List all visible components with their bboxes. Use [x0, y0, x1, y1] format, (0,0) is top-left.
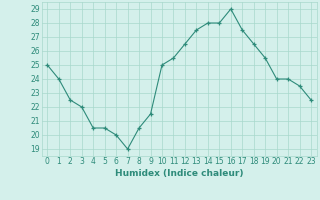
X-axis label: Humidex (Indice chaleur): Humidex (Indice chaleur)	[115, 169, 244, 178]
